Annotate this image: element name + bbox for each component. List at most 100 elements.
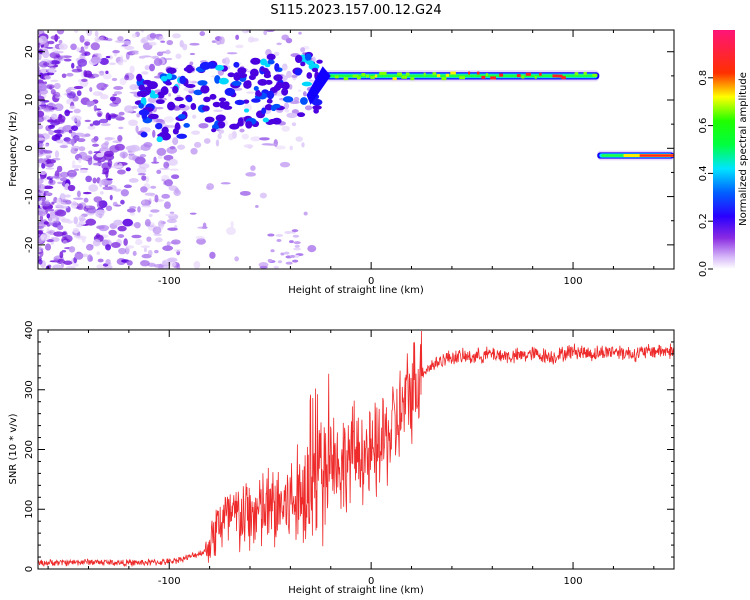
noise-blob	[177, 144, 186, 150]
noise-blob	[118, 111, 125, 116]
noise-blob	[118, 163, 123, 168]
tone-peak	[516, 74, 521, 78]
signal-blob	[266, 98, 273, 104]
tone-peak	[401, 75, 407, 79]
signal-blob	[253, 86, 259, 91]
signal-blob	[267, 59, 275, 65]
signal-blob	[311, 67, 319, 73]
noise-blob	[45, 167, 55, 170]
signal-blob	[166, 67, 177, 74]
noise-blob	[99, 57, 109, 65]
noise-blob	[39, 72, 44, 79]
noise-blob	[283, 251, 290, 255]
noise-blob	[78, 215, 86, 222]
noise-blob	[226, 52, 238, 55]
noise-blob	[96, 152, 104, 158]
noise-blob	[154, 249, 159, 254]
noise-blob	[286, 70, 292, 79]
noise-blob	[168, 261, 177, 268]
noise-blob	[89, 255, 93, 262]
noise-blob	[148, 63, 156, 72]
tone-peak	[436, 74, 441, 78]
noise-blob	[255, 205, 259, 208]
spectrogram-heatmap	[38, 30, 674, 269]
noise-blob	[110, 114, 119, 118]
signal-blob	[243, 80, 252, 89]
noise-blob	[281, 125, 290, 132]
noise-blob	[105, 55, 111, 59]
signal-blob	[166, 73, 173, 80]
noise-blob	[53, 258, 59, 263]
noise-blob	[150, 209, 160, 213]
noise-blob	[40, 183, 45, 192]
noise-blob	[83, 69, 88, 78]
noise-blob	[98, 118, 109, 124]
noise-blob	[64, 194, 71, 198]
signal-blob	[312, 105, 322, 110]
noise-blob	[169, 146, 176, 150]
signal-blob	[236, 121, 244, 127]
noise-blob	[39, 143, 43, 151]
noise-blob	[79, 169, 88, 174]
noise-blob	[92, 239, 101, 247]
noise-blob	[53, 231, 64, 237]
noise-blob	[170, 241, 178, 245]
noise-blob	[134, 156, 146, 165]
noise-blob	[102, 72, 112, 80]
noise-blob	[189, 52, 196, 56]
signal-blob	[229, 123, 240, 130]
noise-blob	[157, 155, 163, 160]
noise-blob	[213, 109, 223, 113]
noise-blob	[153, 233, 163, 236]
noise-blob	[64, 109, 71, 117]
noise-blob	[117, 225, 127, 232]
colorbar-tick-label: 0.2	[698, 213, 709, 229]
tone-peak	[374, 74, 378, 78]
noise-blob	[131, 51, 139, 55]
noise-blob	[167, 227, 178, 231]
noise-blob	[293, 247, 301, 251]
signal-blob	[266, 90, 275, 100]
y-tick-label: 100	[24, 500, 35, 519]
noise-blob	[54, 170, 60, 179]
noise-blob	[40, 233, 51, 241]
noise-blob	[140, 245, 151, 249]
noise-blob	[95, 211, 105, 218]
noise-blob	[66, 72, 74, 77]
noise-blob	[52, 136, 61, 141]
signal-blob	[155, 122, 163, 130]
noise-blob	[38, 221, 44, 225]
noise-blob	[203, 138, 211, 144]
noise-blob	[102, 167, 110, 175]
signal-blob	[224, 87, 236, 96]
noise-blob	[71, 115, 82, 122]
noise-blob	[113, 188, 122, 192]
noise-blob	[259, 192, 267, 199]
chart-title: S115.2023.157.00.12.G24	[270, 3, 441, 18]
signal-blob	[306, 60, 314, 65]
noise-blob	[154, 194, 159, 203]
noise-blob	[154, 33, 163, 37]
colorbar-label: Normalized spectral amplitude	[738, 72, 749, 226]
noise-blob	[148, 213, 153, 218]
noise-blob	[84, 41, 91, 46]
noise-blob	[146, 236, 152, 242]
noise-blob	[94, 30, 99, 37]
noise-blob	[267, 258, 273, 262]
signal-blob	[249, 68, 259, 77]
noise-blob	[107, 114, 112, 121]
noise-blob	[81, 78, 88, 83]
signal-blob	[274, 62, 280, 72]
tone-peak	[365, 74, 370, 78]
noise-blob	[74, 168, 80, 171]
noise-blob	[46, 213, 51, 219]
noise-blob	[79, 53, 86, 60]
noise-blob	[230, 221, 234, 228]
noise-blob	[85, 175, 93, 183]
noise-blob	[141, 205, 152, 208]
snr-x-label: Height of straight line (km)	[288, 585, 424, 596]
noise-blob	[220, 182, 231, 185]
signal-blob	[299, 97, 308, 105]
spectrogram-x-label: Height of straight line (km)	[288, 285, 424, 296]
